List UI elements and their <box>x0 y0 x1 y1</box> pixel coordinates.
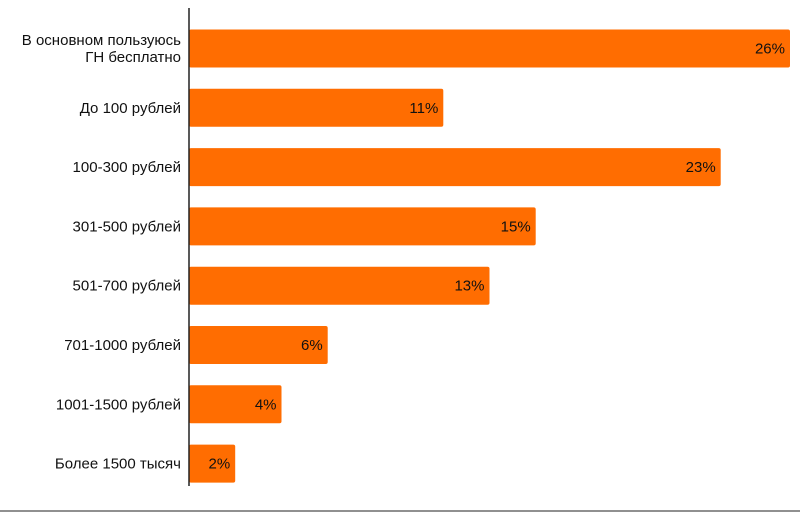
category-label-line: 301-500 рублей <box>73 218 181 235</box>
bar-7 <box>189 444 236 483</box>
value-label-1: 11% <box>409 100 438 117</box>
value-label-5: 6% <box>301 337 323 354</box>
bar-2 <box>189 148 721 187</box>
value-label-6: 4% <box>255 396 277 413</box>
value-label-0: 26% <box>755 41 785 58</box>
category-labels: В основном пользуюсь ГН бесплатно До 100 р… <box>22 32 181 473</box>
bar-5 <box>189 326 328 364</box>
category-label-line: В основном пользуюсь <box>22 32 181 49</box>
category-label-line: 701-1000 рублей <box>64 337 181 354</box>
category-label-3: 301-500 рублей <box>73 218 181 235</box>
value-label-7: 2% <box>209 456 231 473</box>
bar-1 <box>189 88 444 127</box>
category-label-2: 100-300 рублей <box>73 159 181 176</box>
bar-6 <box>189 385 282 424</box>
category-label-5: 701-1000 рублей <box>64 337 181 354</box>
bar-4 <box>189 266 490 305</box>
category-label-1: До 100 рублей <box>80 100 181 117</box>
category-label-0: В основном пользуюсь ГН бесплатно <box>22 32 181 66</box>
bar-0 <box>189 29 790 68</box>
value-label-4: 13% <box>454 278 484 295</box>
bars-layer <box>189 29 790 483</box>
category-label-line: Более 1500 тысяч <box>55 456 181 473</box>
category-label-line: ГН бесплатно <box>85 49 181 66</box>
value-label-2: 23% <box>686 159 716 176</box>
category-label-line: 100-300 рублей <box>73 159 181 176</box>
value-label-3: 15% <box>501 218 531 235</box>
category-label-line: 1001-1500 рублей <box>56 396 181 413</box>
bar-3 <box>189 207 536 246</box>
category-label-line: 501-700 рублей <box>73 278 181 295</box>
category-label-7: Более 1500 тысяч <box>55 456 181 473</box>
value-labels: 26% 11% 23% 15% 13% 6% 4% 2% <box>209 41 785 473</box>
category-label-6: 1001-1500 рублей <box>56 396 181 413</box>
category-label-4: 501-700 рублей <box>73 278 181 295</box>
category-label-line: До 100 рублей <box>80 100 181 117</box>
